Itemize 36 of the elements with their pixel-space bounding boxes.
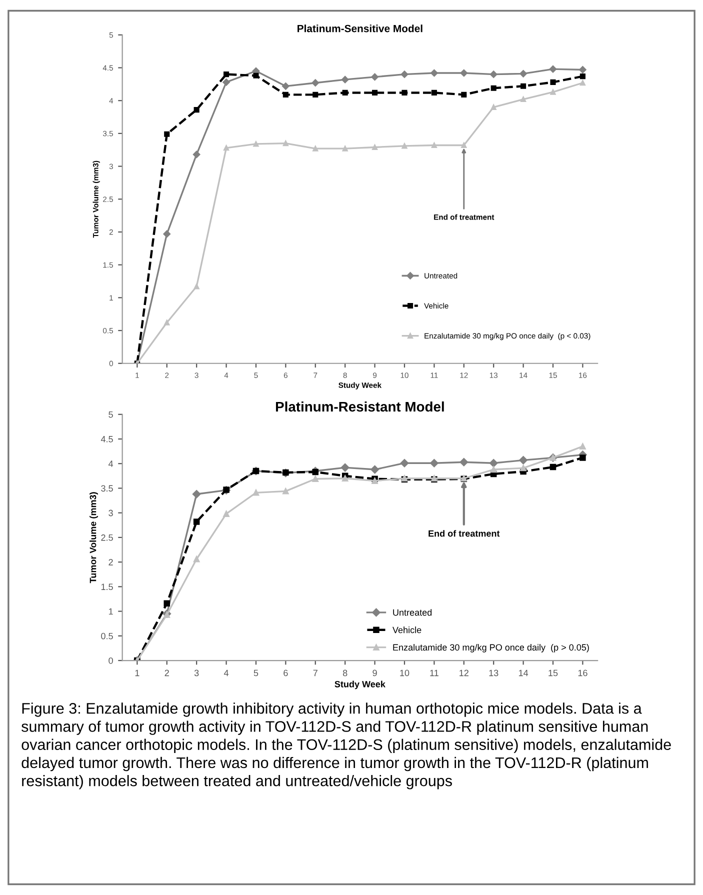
caption: Figure 3: Enzalutamide growth inhibitory activity in human orthotopic mice models. Data is a summary of tumor growth activity in TOV-112D-S and TOV-112D-R platinum sensitive human ovarian cancer orthotopic models. In the TOV-112D-S (platinum sensitive) models, enzalutamide delayed tumor growth. There was no difference in tumor growth in the TOV-112D-R (platinum resistant) models between treated and untreated/vehicle groups bbox=[22, 702, 671, 790]
chart-title: Platinum-Sensitive Model bbox=[298, 24, 422, 32]
y-tick-label: 1 bbox=[108, 608, 113, 615]
y-tick-label: 2 bbox=[108, 559, 113, 566]
x-tick-label: 2 bbox=[164, 670, 169, 676]
x-axis-title: Study Week bbox=[334, 680, 386, 690]
legend-label: Enzalutamide 30 mg/kg PO once daily (p > 0.05) bbox=[393, 644, 589, 652]
x-tick-label: 6 bbox=[284, 670, 288, 676]
y-tick-label: 1.5 bbox=[101, 584, 113, 590]
x-tick-label: 10 bbox=[400, 670, 410, 676]
x-tick-label: 1 bbox=[135, 670, 140, 676]
y-tick-label: 0.5 bbox=[101, 632, 113, 640]
x-tick-label: 3 bbox=[194, 670, 199, 676]
chart-title: Platinum-Resistant Model bbox=[276, 401, 444, 412]
y-axis-title: Tumor Volume (mm3) bbox=[90, 492, 98, 584]
x-tick-label: 8 bbox=[342, 670, 348, 676]
annotation: End of treatment bbox=[428, 530, 500, 537]
x-tick-label: 4 bbox=[224, 670, 229, 676]
x-tick-label: 9 bbox=[372, 670, 377, 676]
x-tick-label: 13 bbox=[489, 670, 498, 676]
x-tick-label: 5 bbox=[254, 670, 258, 676]
legend-label: Untreated bbox=[393, 609, 432, 616]
y-tick-label: 2.5 bbox=[101, 534, 113, 541]
y-tick-label: 4 bbox=[108, 460, 114, 467]
y-tick-label: 3 bbox=[108, 510, 113, 516]
y-tick-label: 0 bbox=[108, 657, 113, 664]
x-tick-label: 16 bbox=[578, 670, 588, 676]
x-tick-label: 14 bbox=[518, 670, 528, 676]
y-tick-label: 4.5 bbox=[100, 436, 113, 442]
y-tick-label: 5 bbox=[108, 411, 113, 418]
x-tick-label: 11 bbox=[430, 670, 438, 676]
legend-label: Vehicle bbox=[392, 626, 422, 634]
y-tick-label: 3.5 bbox=[101, 485, 113, 492]
x-tick-label: 7 bbox=[313, 670, 318, 676]
x-tick-label: 12 bbox=[460, 670, 468, 676]
x-tick-label: 15 bbox=[548, 670, 558, 676]
